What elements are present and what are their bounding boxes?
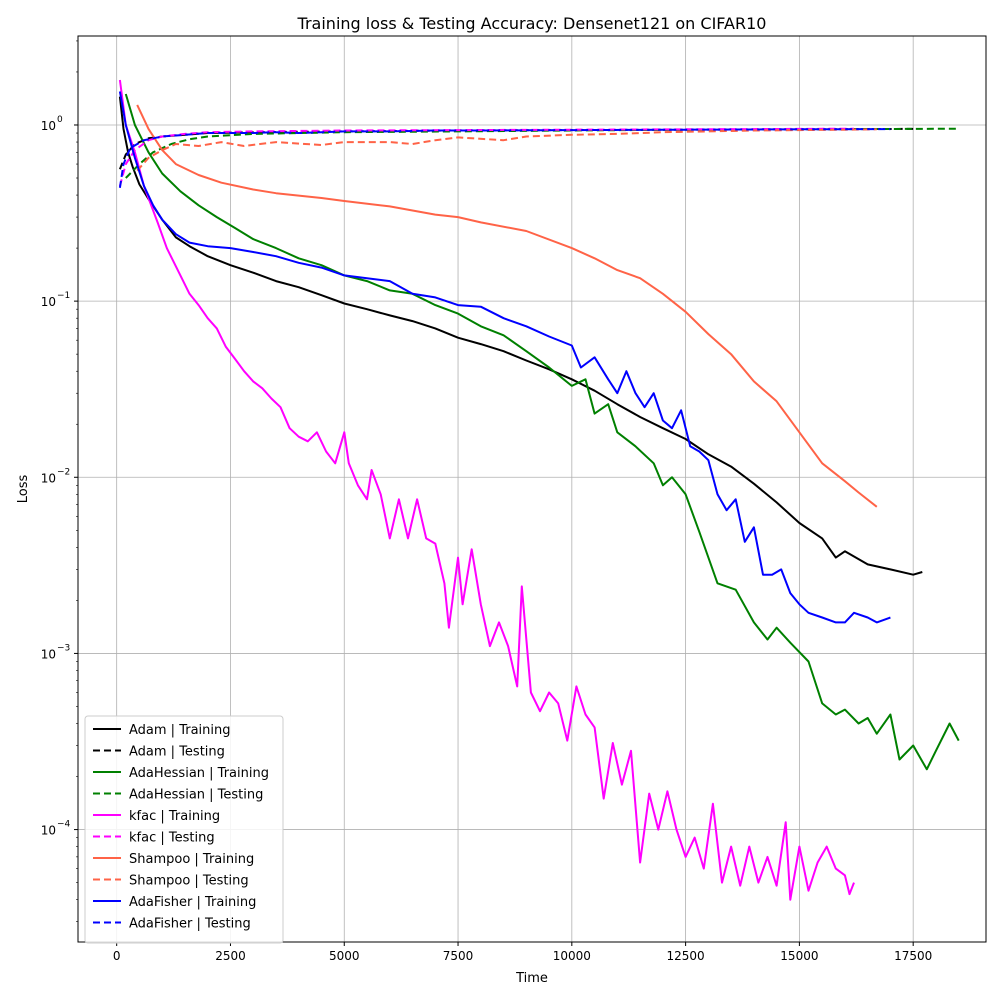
x-tick-label: 0 <box>113 949 121 963</box>
series-line <box>136 104 878 508</box>
series-line <box>118 91 891 624</box>
chart-title: Training loss & Testing Accuracy: Densen… <box>297 14 767 33</box>
series-line <box>118 128 891 188</box>
y-tick-exponent: −1 <box>57 291 70 301</box>
x-tick-label: 12500 <box>667 949 705 963</box>
x-axis-label: Time <box>515 971 548 986</box>
x-tick-label: 5000 <box>329 949 360 963</box>
x-tick-label: 2500 <box>215 949 246 963</box>
y-tick-label: 10 <box>41 295 56 309</box>
series-line <box>118 96 923 576</box>
legend-entry-label: AdaFisher | Training <box>129 895 256 910</box>
x-tick-label: 10000 <box>553 949 591 963</box>
legend-entry-label: kfac | Testing <box>129 831 215 846</box>
y-tick-exponent: 0 <box>57 115 63 125</box>
legend-entry-label: AdaFisher | Testing <box>129 917 251 932</box>
y-tick-exponent: −2 <box>57 467 70 477</box>
series-line <box>136 128 877 172</box>
x-tick-label: 15000 <box>780 949 818 963</box>
x-tick-label: 17500 <box>894 949 932 963</box>
legend-entry-label: AdaHessian | Training <box>129 766 269 781</box>
legend-entry-label: AdaHessian | Testing <box>129 788 263 803</box>
y-tick-label: 10 <box>41 824 56 838</box>
x-tick-label: 7500 <box>443 949 474 963</box>
legend-entry-label: Adam | Testing <box>129 745 225 760</box>
legend-entry-label: kfac | Training <box>129 809 220 824</box>
y-tick-label: 10 <box>41 119 56 133</box>
y-tick-label: 10 <box>41 647 56 661</box>
y-tick-label: 10 <box>41 471 56 485</box>
y-tick-exponent: −3 <box>57 643 70 653</box>
series-lines <box>118 79 960 901</box>
legend-entry-label: Shampoo | Testing <box>129 874 249 889</box>
plot-frame <box>77 35 987 943</box>
y-axis-label: Loss <box>16 475 31 504</box>
legend-entry-label: Adam | Training <box>129 723 231 738</box>
series-line <box>118 79 855 901</box>
legend-box <box>84 715 284 944</box>
legend-entry-label: Shampoo | Training <box>129 852 254 867</box>
series-line <box>118 127 855 187</box>
y-tick-exponent: −4 <box>57 820 71 830</box>
series-line <box>124 93 960 771</box>
legend: Adam | Training Adam | Testing AdaHessian … <box>84 715 284 944</box>
